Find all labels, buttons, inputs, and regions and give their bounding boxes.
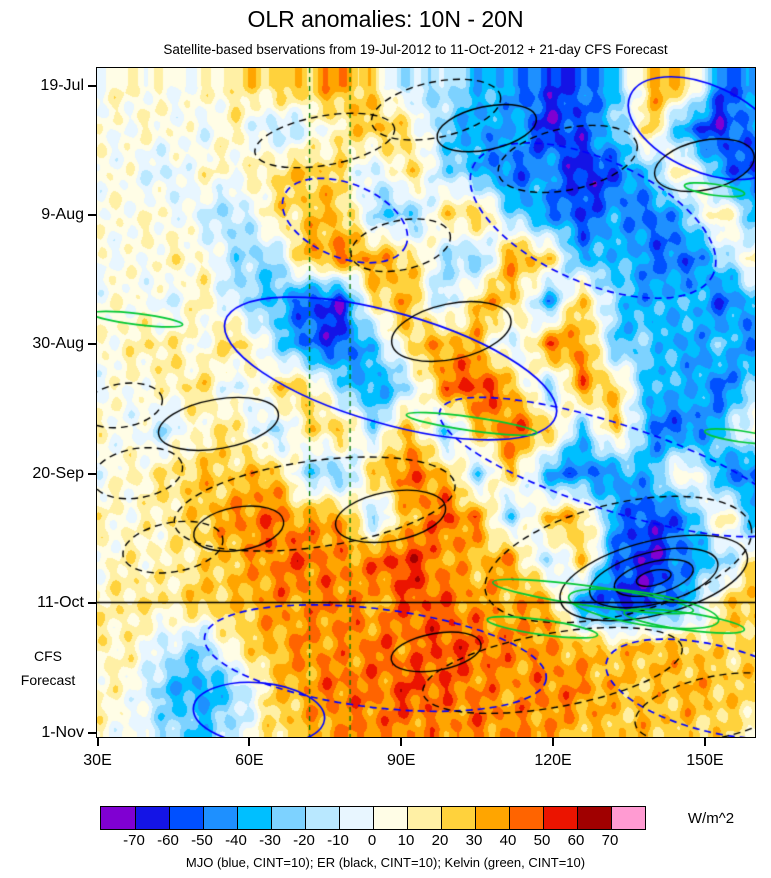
colorbar-cell [475, 807, 509, 829]
colorbar-label: -30 [259, 832, 281, 849]
colorbar-label: -60 [157, 832, 179, 849]
colorbar-label: 20 [431, 832, 449, 849]
y-tick [88, 84, 96, 87]
colorbar-cell [101, 807, 135, 829]
colorbar-label: 10 [397, 832, 415, 849]
forecast-period-label: CFS Forecast [6, 644, 90, 692]
colorbar-cell [305, 807, 339, 829]
y-tick-label: 19-Jul [40, 76, 84, 94]
x-tick [703, 738, 706, 746]
colorbar-label: -70 [123, 832, 145, 849]
colorbar-label: 50 [533, 832, 551, 849]
y-tick [88, 602, 96, 605]
colorbar-label: -50 [191, 832, 213, 849]
x-tick [400, 738, 403, 746]
colorbar-cell [237, 807, 271, 829]
y-tick [88, 343, 96, 346]
x-tick-label: 30E [83, 752, 112, 769]
colorbar-cell [203, 807, 237, 829]
colorbar-units: W/m^2 [687, 810, 735, 827]
chart-title: OLR anomalies: 10N - 20N [247, 6, 524, 32]
x-tick [552, 738, 555, 746]
y-tick [88, 213, 96, 216]
colorbar-label: 30 [465, 832, 483, 849]
colorbar-cell [577, 807, 611, 829]
colorbar-cell [407, 807, 441, 829]
legend-caption: MJO (blue, CINT=10); ER (black, CINT=10)… [185, 855, 586, 870]
y-tick-label: 11-Oct [37, 594, 84, 612]
y-tick-label: 30-Aug [32, 335, 84, 353]
colorbar-label: 70 [601, 832, 619, 849]
x-tick-label: 90E [386, 752, 416, 769]
colorbar: -70 -60 -50 -40 -30 -20 -10 0 10 20 30 40 50 60 70 [100, 806, 646, 856]
y-tick-label: 9-Aug [41, 205, 84, 223]
colorbar-label: -10 [327, 832, 349, 849]
forecast-label-line2: Forecast [20, 672, 76, 688]
colorbar-label: -40 [225, 832, 247, 849]
colorbar-cell [543, 807, 577, 829]
x-tick [96, 738, 99, 746]
colorbar-cell [135, 807, 169, 829]
colorbar-cell [169, 807, 203, 829]
x-tick-label: 120E [534, 752, 572, 769]
plot-area [96, 67, 756, 738]
colorbar-label: 60 [567, 832, 585, 849]
x-tick [248, 738, 251, 746]
colorbar-cells [100, 806, 646, 830]
colorbar-cell [611, 807, 645, 829]
colorbar-cell [271, 807, 305, 829]
x-tick-label: 60E [235, 752, 264, 769]
forecast-label-line1: CFS [34, 648, 62, 664]
colorbar-cell [509, 807, 543, 829]
x-tick-label: 150E [686, 752, 724, 769]
colorbar-cell [441, 807, 475, 829]
chart-subtitle: Satellite-based bservations from 19-Jul-… [163, 42, 668, 57]
colorbar-label: 40 [499, 832, 517, 849]
colorbar-label: 0 [367, 832, 377, 849]
colorbar-cell [339, 807, 373, 829]
y-tick-label: 1-Nov [41, 723, 84, 741]
y-tick [88, 731, 96, 734]
colorbar-label: -20 [293, 832, 315, 849]
y-tick-label: 20-Sep [32, 464, 84, 482]
y-tick [88, 472, 96, 475]
hovmoller-canvas [97, 68, 755, 737]
colorbar-cell [373, 807, 407, 829]
